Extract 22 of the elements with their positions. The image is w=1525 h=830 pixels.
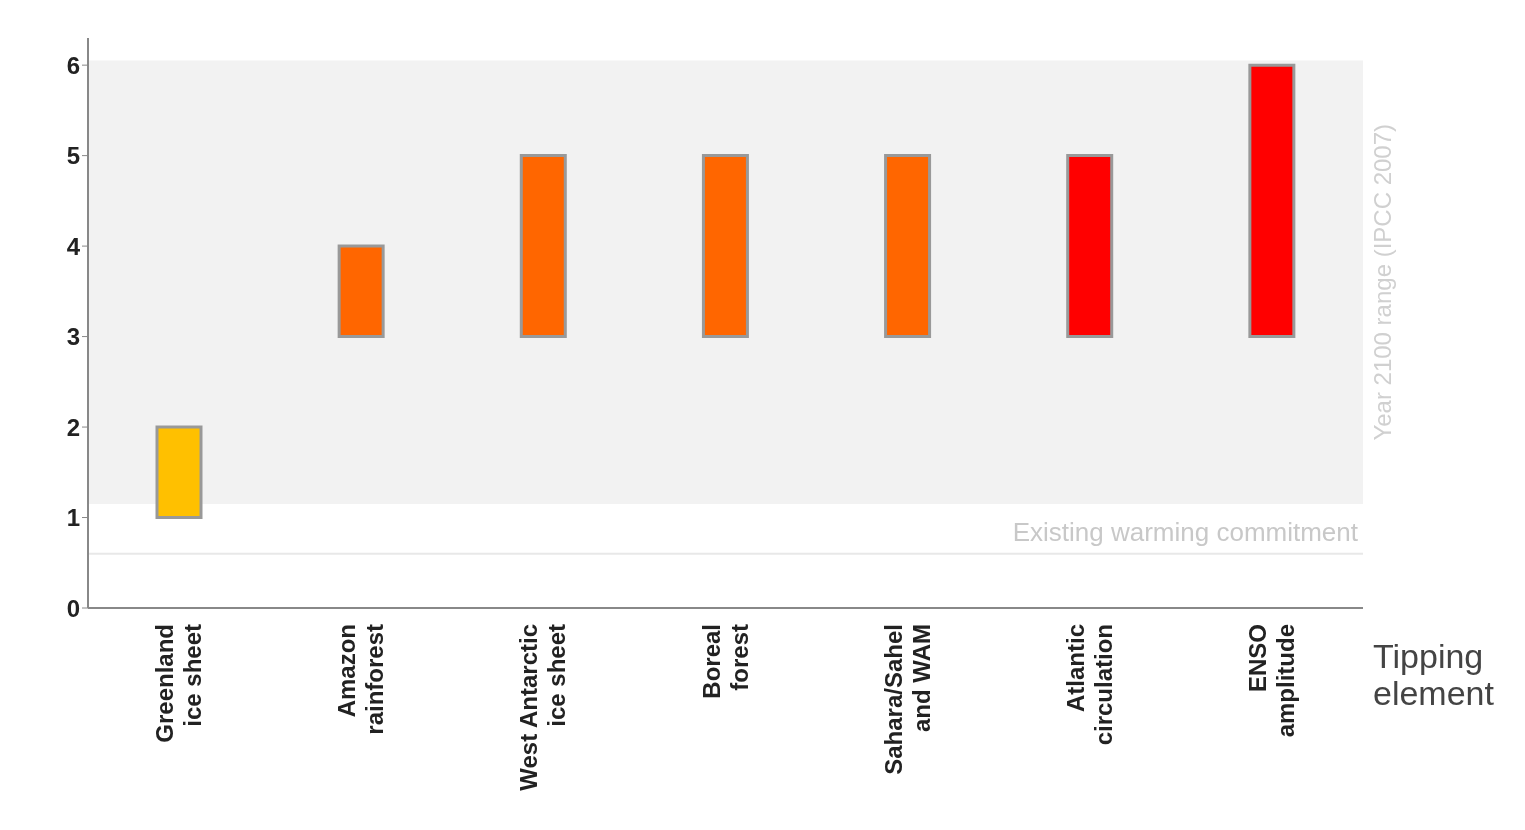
- bar: [1066, 154, 1114, 339]
- y-tick-label: 2: [66, 413, 80, 441]
- x-axis-title: Tipping element: [1373, 637, 1495, 713]
- x-tick-label: Boreal forest: [697, 624, 753, 699]
- x-tick-label: ENSO amplitude: [1243, 624, 1299, 738]
- y-tick-label: 1: [66, 504, 80, 532]
- y-tick-label: 3: [66, 323, 80, 351]
- bar: [155, 425, 203, 520]
- x-tick-label: West Antarctic ice sheet: [515, 624, 571, 791]
- bar: [701, 154, 749, 339]
- bar: [1248, 63, 1296, 339]
- bar: [337, 244, 385, 339]
- x-tick-label: Amazon rainforest: [333, 624, 389, 735]
- bar: [519, 154, 567, 339]
- y-tick-label: 4: [66, 232, 81, 260]
- y-tick-label: 0: [66, 594, 80, 622]
- y-tick-label: 5: [66, 142, 80, 170]
- bar: [884, 154, 932, 339]
- x-tick-label: Greenland ice sheet: [151, 624, 207, 743]
- x-tick-label: Atlantic circulation: [1061, 624, 1117, 746]
- x-tick-label: Sahara/Sahel and WAM: [879, 624, 935, 775]
- y-tick-label: 6: [66, 51, 80, 79]
